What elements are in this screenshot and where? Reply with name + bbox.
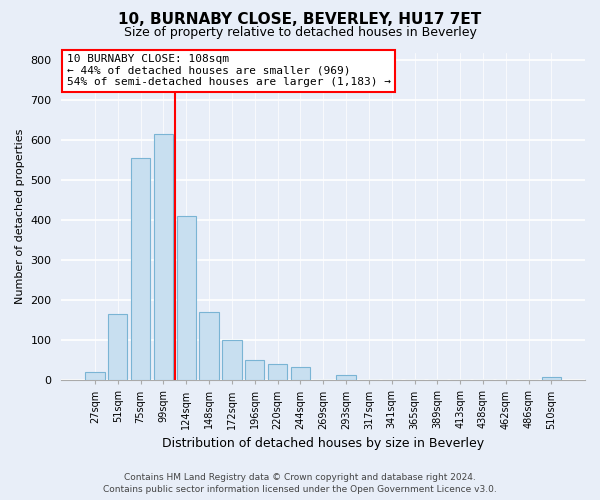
Text: Contains HM Land Registry data © Crown copyright and database right 2024.
Contai: Contains HM Land Registry data © Crown c… — [103, 472, 497, 494]
Text: 10 BURNABY CLOSE: 108sqm
← 44% of detached houses are smaller (969)
54% of semi-: 10 BURNABY CLOSE: 108sqm ← 44% of detach… — [67, 54, 391, 88]
Bar — [290, 367, 310, 380]
Bar — [85, 372, 104, 380]
Bar — [131, 158, 150, 380]
Bar — [245, 360, 265, 380]
Text: 10, BURNABY CLOSE, BEVERLEY, HU17 7ET: 10, BURNABY CLOSE, BEVERLEY, HU17 7ET — [118, 12, 482, 28]
Bar — [108, 314, 127, 380]
Text: Size of property relative to detached houses in Beverley: Size of property relative to detached ho… — [124, 26, 476, 39]
Bar — [268, 364, 287, 380]
Bar — [176, 216, 196, 380]
Bar — [542, 377, 561, 380]
Bar — [199, 312, 219, 380]
Bar — [337, 376, 356, 380]
Y-axis label: Number of detached properties: Number of detached properties — [15, 128, 25, 304]
X-axis label: Distribution of detached houses by size in Beverley: Distribution of detached houses by size … — [162, 437, 484, 450]
Bar — [154, 134, 173, 380]
Bar — [222, 340, 242, 380]
